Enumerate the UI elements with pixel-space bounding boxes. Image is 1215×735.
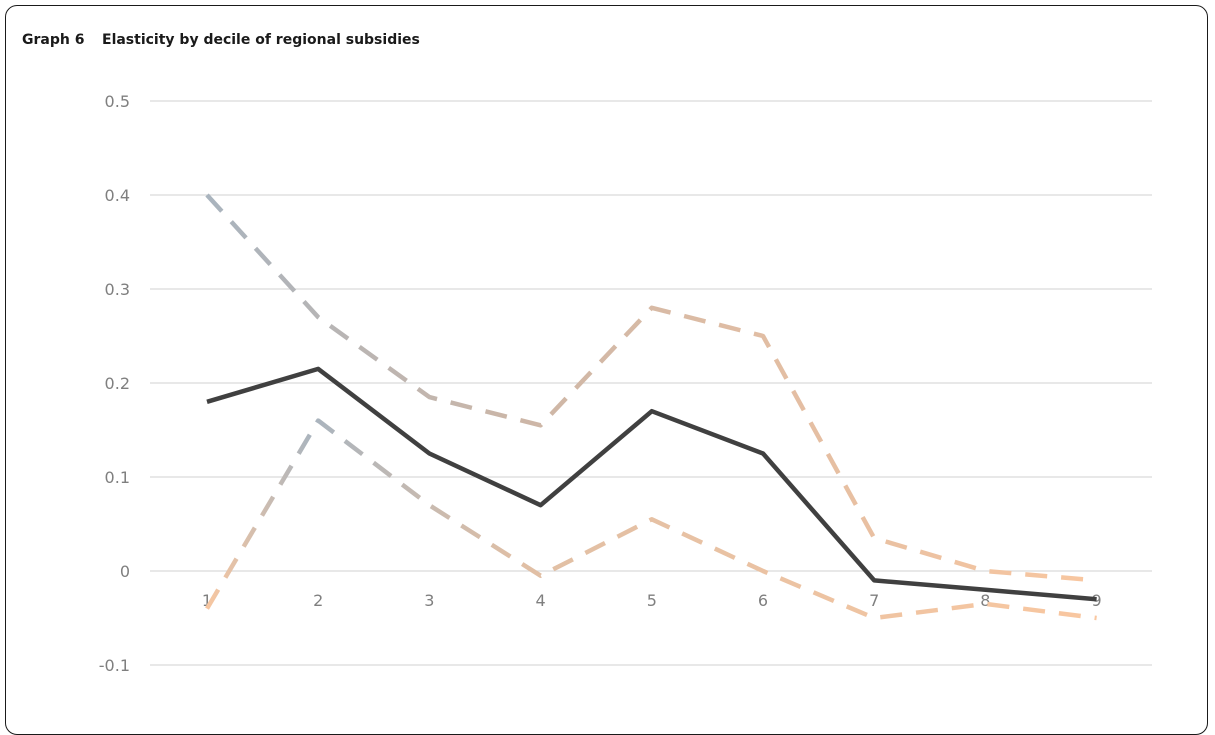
y-tick-label: 0 (120, 562, 130, 581)
figure-number: Graph 6 (22, 32, 85, 48)
series-line-upper-bound (205, 193, 1097, 583)
y-tick-label: 0.3 (105, 280, 130, 299)
series-lines (205, 193, 1097, 621)
grid-lines (150, 100, 1152, 666)
y-tick-label: -0.1 (99, 656, 130, 675)
y-axis-ticks: 0.5 0.4 0.3 0.2 0.1 0 -0.1 (99, 92, 130, 675)
figure-title: Elasticity by decile of regional subsidi… (102, 32, 420, 48)
x-tick-label: 2 (313, 591, 323, 610)
x-tick-label: 1 (202, 591, 212, 610)
y-tick-label: 0.4 (105, 186, 130, 205)
x-tick-label: 5 (647, 591, 657, 610)
x-tick-label: 6 (758, 591, 768, 610)
x-axis-ticks: 1 2 3 4 5 6 7 8 9 (202, 591, 1102, 610)
figure-header: Graph 6 Elasticity by decile of regional … (22, 32, 420, 48)
series-line-lower-bound (205, 418, 1097, 621)
x-tick-label: 9 (1092, 591, 1102, 610)
y-tick-label: 0.1 (105, 468, 130, 487)
series-line-estimate (206, 366, 1097, 602)
x-tick-label: 8 (980, 591, 990, 610)
figure-frame (5, 5, 1208, 735)
x-tick-label: 3 (424, 591, 434, 610)
y-tick-label: 0.2 (105, 374, 130, 393)
x-tick-label: 4 (536, 591, 546, 610)
x-tick-label: 7 (869, 591, 879, 610)
y-tick-label: 0.5 (105, 92, 130, 111)
